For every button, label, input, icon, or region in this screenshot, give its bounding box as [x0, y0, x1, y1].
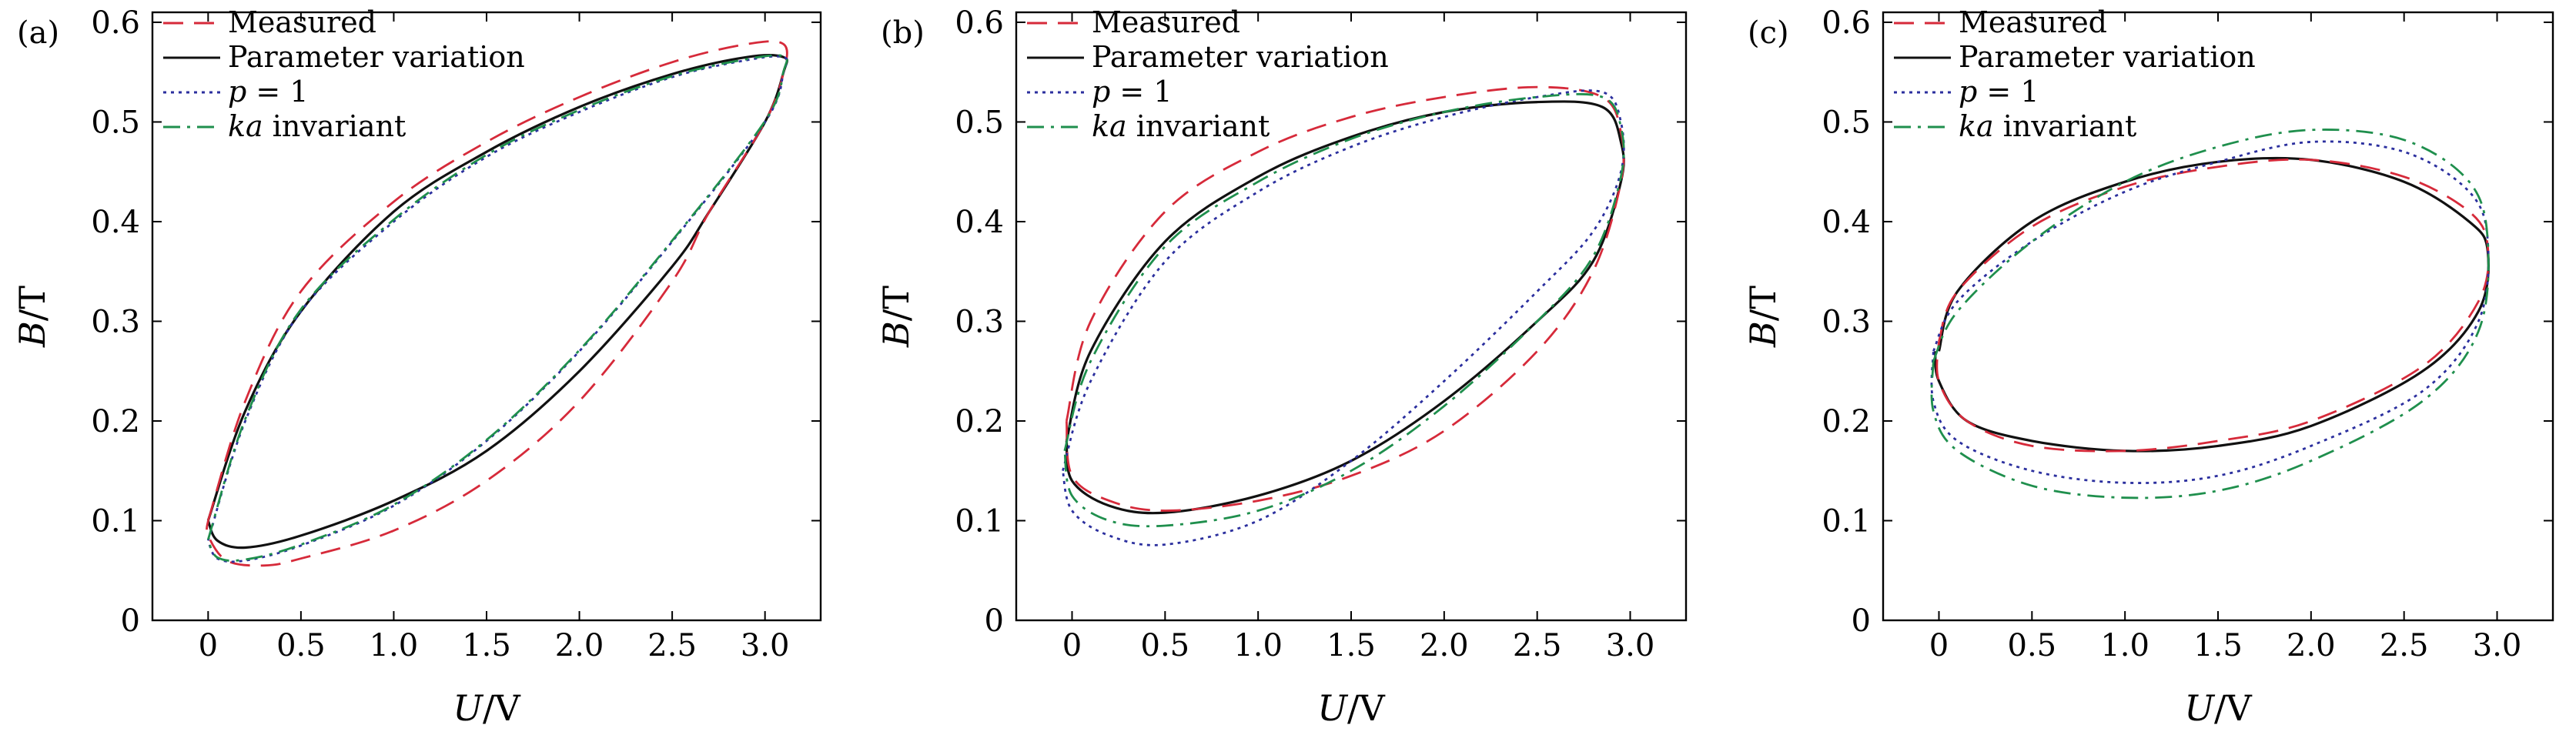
x-tick-label: 0: [199, 628, 218, 663]
panel-label: (c): [1748, 15, 1789, 51]
x-tick-label: 0.5: [276, 628, 326, 663]
legend-label-measured: Measured: [1959, 5, 2107, 39]
series-line-measured: [1065, 85, 1625, 512]
x-tick-label: 2.5: [2380, 628, 2429, 663]
chart-panel-2: 0 0.5 1.0 1.5 2.0 2.5 3.0 0 0.1 0.2 0.3 0.4 0.5 0.6 U/…: [875, 5, 1688, 729]
chart-panel-3: 0 0.5 1.0 1.5 2.0 2.5 3.0 0 0.1 0.2 0.3 0.4 0.5 0.6 U/…: [1742, 5, 2554, 729]
series-line-ka-invariant: [1063, 92, 1625, 528]
y-tick-label: 0.6: [955, 5, 1004, 41]
x-tick-label: 1.5: [1326, 628, 1376, 663]
x-tick-label: 1.0: [370, 628, 419, 663]
series-group: [1062, 85, 1625, 546]
legend-label-p1: p = 1: [1092, 75, 1173, 109]
y-tick-label: 0.3: [91, 304, 140, 339]
x-tick-label: 2.0: [555, 628, 604, 663]
x-tick-label: 2.5: [647, 628, 697, 663]
y-axis-label: B/T: [1742, 286, 1784, 348]
x-tick-label: 2.0: [1420, 628, 1469, 663]
y-tick-label: 0: [121, 603, 140, 639]
y-tick-label: 0.4: [955, 205, 1004, 240]
series-group: [1930, 129, 2490, 499]
y-tick-label: 0.4: [1822, 205, 1871, 240]
series-line-ka-invariant: [206, 54, 788, 562]
x-axis-label: U/V: [2184, 687, 2252, 729]
x-tick-label: 1.5: [462, 628, 511, 663]
y-tick-label: 0.3: [1822, 304, 1871, 339]
y-tick-label: 0.2: [91, 404, 140, 439]
legend-label-parameter-variation: Parameter variation: [228, 40, 525, 74]
legend-label-ka-invariant: ka invariant: [228, 109, 406, 143]
series-line-measured: [1935, 158, 2490, 453]
x-tick-label: 1.0: [1233, 628, 1283, 663]
legend-label-ka-invariant: ka invariant: [1092, 109, 1270, 143]
series-group: [206, 40, 788, 567]
y-axis-label: B/T: [875, 286, 917, 348]
y-tick-label: 0: [985, 603, 1004, 639]
x-tick-label: 3.0: [741, 628, 790, 663]
x-axis-label: U/V: [453, 687, 520, 729]
x-tick-label: 2.5: [1513, 628, 1562, 663]
legend-label-p1: p = 1: [228, 75, 309, 109]
x-axis-label: U/V: [1317, 687, 1385, 729]
legend-label-measured: Measured: [228, 5, 376, 39]
x-tick-label: 0.5: [2008, 628, 2057, 663]
x-tick-label: 2.0: [2287, 628, 2336, 663]
y-tick-label: 0.3: [955, 304, 1004, 339]
y-tick-label: 0.6: [91, 5, 140, 41]
y-tick-label: 0.2: [1822, 404, 1871, 439]
panel-label: (b): [881, 15, 925, 51]
x-tick-label: 3.0: [2473, 628, 2522, 663]
chart-panel-1: 0 0.5 1.0 1.5 2.0 2.5 3.0 0 0.1 0.2 0.3 0.4 0.5 0.6 U/…: [12, 5, 822, 729]
y-tick-label: 0.6: [1822, 5, 1871, 41]
series-line-p1: [1062, 89, 1625, 546]
legend-label-p1: p = 1: [1959, 75, 2039, 109]
legend-label-parameter-variation: Parameter variation: [1092, 40, 1389, 74]
legend-label-parameter-variation: Parameter variation: [1959, 40, 2256, 74]
series-line-parameter-variation: [1934, 156, 2490, 453]
y-tick-label: 0.5: [1822, 105, 1871, 140]
panel-label: (a): [17, 15, 59, 51]
y-axis-label: B/T: [12, 286, 53, 348]
y-tick-label: 0: [1852, 603, 1871, 639]
legend-label-ka-invariant: ka invariant: [1959, 109, 2136, 143]
series-line-parameter-variation: [1065, 100, 1625, 515]
y-tick-label: 0.5: [955, 105, 1004, 140]
x-tick-label: 1.0: [2100, 628, 2149, 663]
x-tick-label: 0: [1062, 628, 1082, 663]
y-tick-label: 0.4: [91, 205, 140, 240]
y-tick-label: 0.1: [955, 503, 1004, 539]
x-tick-label: 0.5: [1141, 628, 1190, 663]
y-tick-label: 0.1: [1822, 503, 1871, 539]
y-tick-label: 0.1: [91, 503, 140, 539]
y-tick-label: 0.5: [91, 105, 140, 140]
x-tick-label: 1.5: [2193, 628, 2243, 663]
x-tick-label: 0: [1929, 628, 1949, 663]
x-tick-label: 3.0: [1606, 628, 1655, 663]
legend-label-measured: Measured: [1092, 5, 1240, 39]
y-tick-label: 0.2: [955, 404, 1004, 439]
series-line-p1: [1930, 140, 2490, 484]
